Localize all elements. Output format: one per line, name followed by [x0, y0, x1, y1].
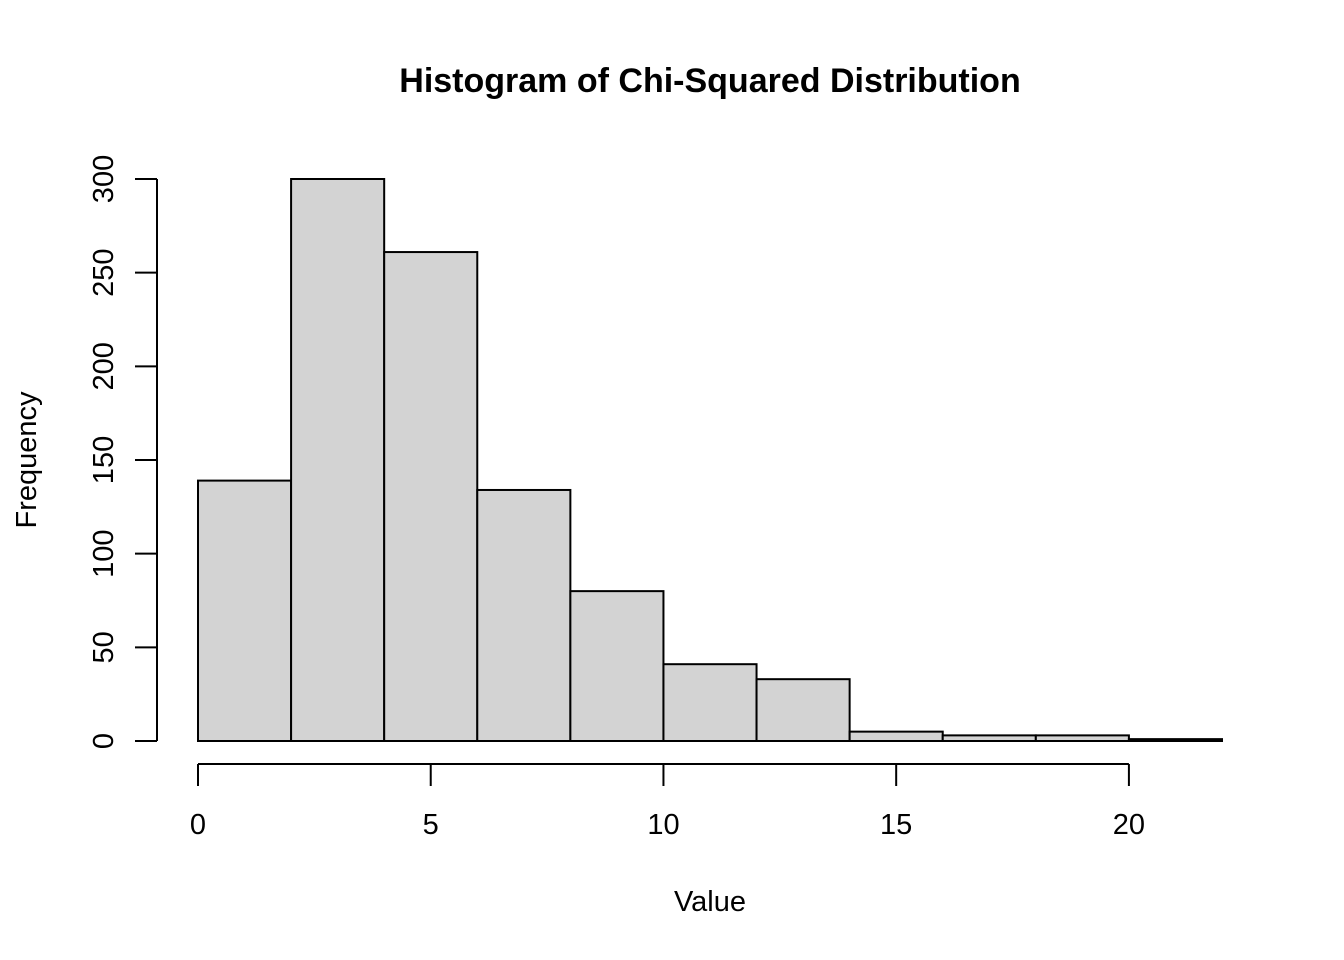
y-tick-label-2: 100	[88, 529, 120, 577]
x-tick-label-0: 0	[190, 809, 206, 841]
histogram-bar-7	[848, 730, 944, 743]
y-tick-label-1: 50	[88, 631, 120, 663]
bars-group	[197, 178, 1223, 743]
y-tick-label-0: 0	[88, 733, 120, 749]
x-axis: 0 5 10 15 20	[190, 763, 1145, 841]
y-axis: 0 50 100 150 200 250 300	[88, 155, 158, 749]
histogram-bar-10	[1127, 738, 1223, 742]
chart-title: Histogram of Chi-Squared Distribution	[399, 62, 1020, 100]
histogram-bar-0	[197, 479, 293, 742]
x-tick-label-1: 5	[423, 809, 439, 841]
histogram-bar-8	[941, 734, 1037, 743]
y-tick-label-3: 150	[88, 436, 120, 484]
x-tick-label-2: 10	[647, 809, 679, 841]
y-tick-label-4: 200	[88, 342, 120, 390]
y-tick-label-5: 250	[88, 248, 120, 296]
histogram-bar-2	[383, 251, 479, 742]
x-axis-label: Value	[674, 886, 746, 918]
histogram-bar-6	[755, 678, 851, 742]
histogram-bar-9	[1034, 734, 1130, 743]
y-tick-label-6: 300	[88, 155, 120, 203]
x-tick-label-4: 20	[1113, 809, 1145, 841]
histogram-bar-1	[290, 178, 386, 742]
x-tick-label-3: 15	[880, 809, 912, 841]
histogram-bar-5	[662, 663, 758, 743]
y-axis-label: Frequency	[11, 391, 43, 529]
histogram-bar-4	[569, 590, 665, 743]
histogram-bar-3	[476, 488, 572, 742]
